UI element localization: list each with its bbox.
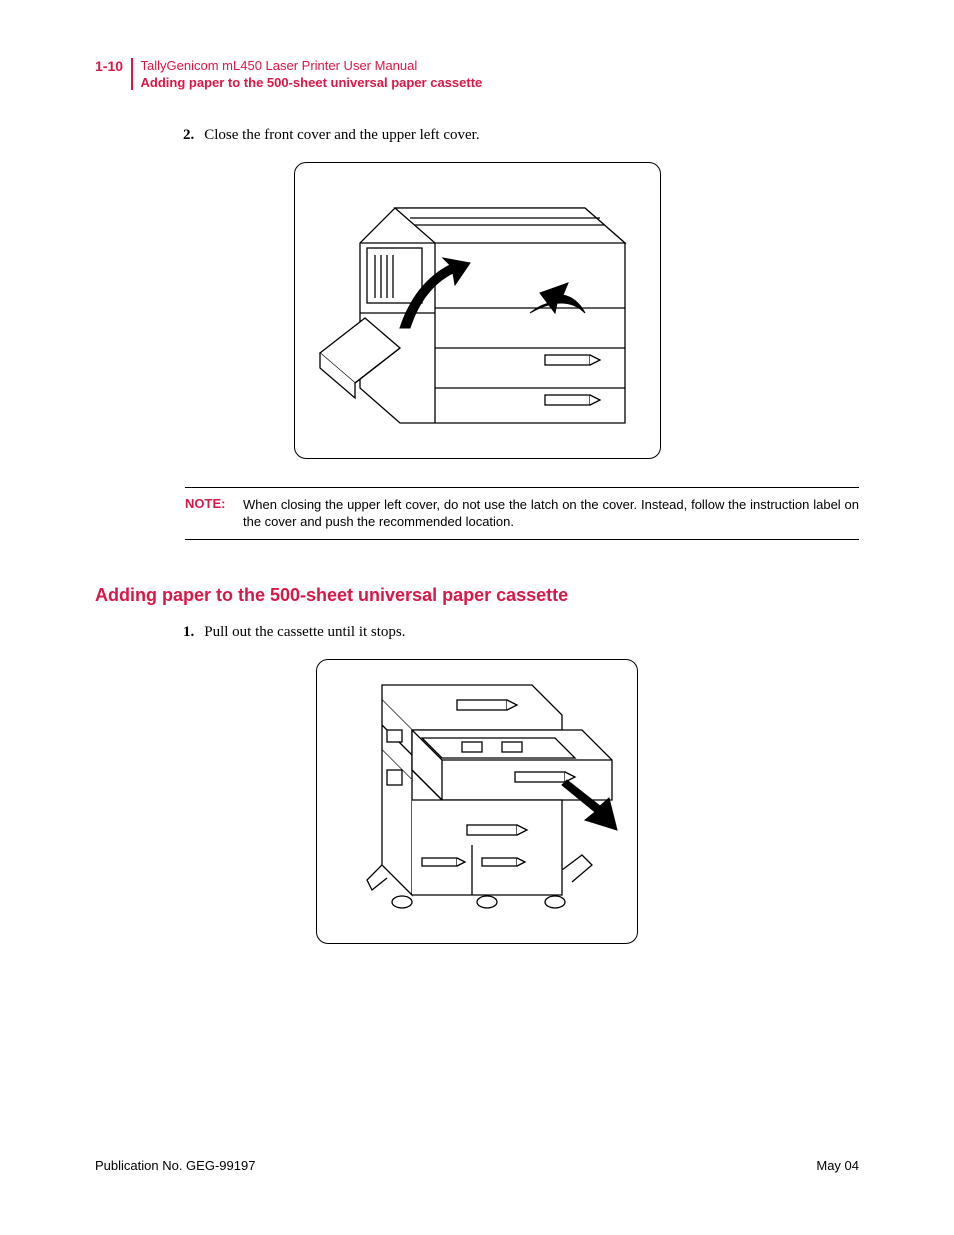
- figure-1-box: [294, 162, 661, 459]
- note-section: NOTE: When closing the upper left cover,…: [185, 487, 859, 540]
- note-label: NOTE:: [185, 496, 243, 531]
- step-1-row: 1. Pull out the cassette until it stops.: [183, 624, 859, 641]
- step-2-text: Close the front cover and the upper left…: [204, 127, 479, 144]
- step-1-number: 1.: [183, 624, 194, 641]
- figure-1-container: [95, 162, 859, 459]
- note-text: When closing the upper left cover, do no…: [243, 496, 859, 531]
- page-footer: Publication No. GEG-99197 May 04: [95, 1158, 859, 1173]
- figure-2-container: [95, 659, 859, 944]
- publication-date: May 04: [816, 1158, 859, 1173]
- publication-number: Publication No. GEG-99197: [95, 1158, 255, 1173]
- document-page: 1-10 TallyGenicom mL450 Laser Printer Us…: [0, 0, 954, 1235]
- header-divider: [131, 58, 133, 90]
- header-text-block: TallyGenicom mL450 Laser Printer User Ma…: [141, 58, 483, 92]
- step-2-row: 2. Close the front cover and the upper l…: [183, 127, 859, 144]
- note-row: NOTE: When closing the upper left cover,…: [185, 496, 859, 531]
- manual-title: TallyGenicom mL450 Laser Printer User Ma…: [141, 58, 483, 75]
- printer-pull-cassette-diagram: [327, 670, 627, 928]
- section-heading: Adding paper to the 500-sheet universal …: [95, 585, 859, 606]
- section-subtitle: Adding paper to the 500-sheet universal …: [141, 75, 483, 92]
- page-header: 1-10 TallyGenicom mL450 Laser Printer Us…: [95, 58, 859, 92]
- step-2-number: 2.: [183, 127, 194, 144]
- step-1-text: Pull out the cassette until it stops.: [204, 624, 405, 641]
- figure-2-box: [316, 659, 638, 944]
- page-number: 1-10: [95, 58, 131, 74]
- printer-close-cover-diagram: [305, 173, 650, 443]
